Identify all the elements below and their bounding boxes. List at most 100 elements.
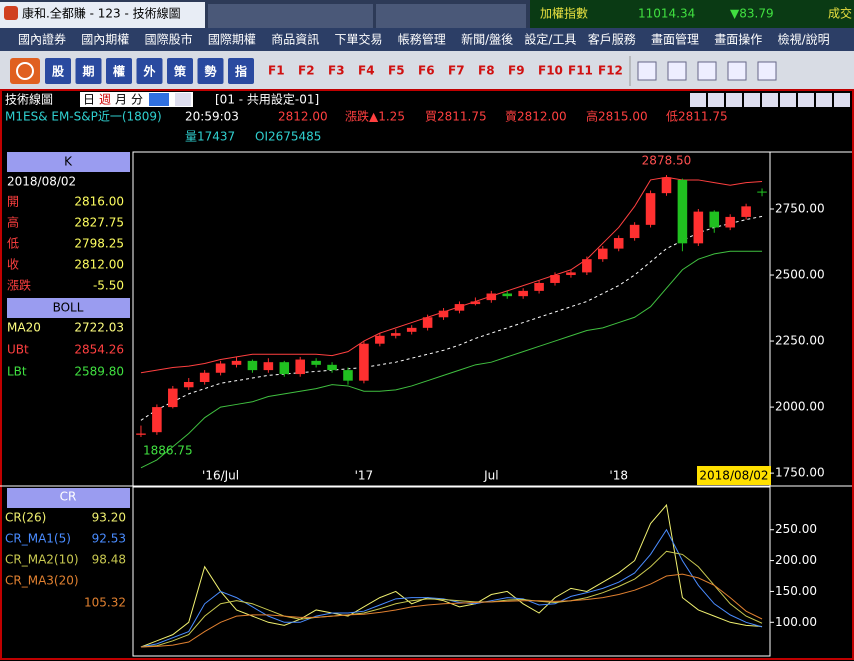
function-key[interactable]: F4 [358, 64, 375, 78]
y-tick-label: 200.00 [775, 553, 817, 567]
candle-body [598, 248, 608, 260]
cr-line [140, 573, 763, 648]
tool-button[interactable] [167, 58, 193, 84]
function-key[interactable]: F7 [448, 64, 465, 78]
quote-symbol: M1ES& EM-S&P近一(1809) [5, 110, 162, 124]
candle-body [741, 206, 751, 217]
x-tick-label: 2018/08/02 [699, 469, 768, 483]
function-key[interactable]: F3 [328, 64, 345, 78]
menu-item[interactable]: 國內期權 [81, 33, 129, 47]
candle-body [550, 275, 560, 283]
candle-body [709, 211, 720, 228]
candle-body [231, 360, 242, 365]
menu-item[interactable]: 國際期權 [208, 33, 256, 47]
tool-button-label: 策 [174, 64, 187, 79]
quote-bid: 買2811.75 [425, 110, 487, 124]
window-border [0, 89, 854, 660]
close-icon[interactable] [667, 61, 687, 81]
print-icon[interactable] [757, 61, 777, 81]
menu-item[interactable]: 設定/工具 [524, 32, 576, 47]
menu-item[interactable]: 客戶服務 [588, 32, 636, 47]
period[interactable]: 日 [83, 93, 95, 107]
function-key[interactable]: F10 [538, 64, 563, 78]
period[interactable]: 分 [131, 93, 143, 107]
active-tab[interactable] [0, 2, 205, 28]
tool-button[interactable] [75, 58, 102, 84]
boll-legend-name: UBt [7, 343, 29, 357]
cr-legend-value: 92.53 [92, 532, 126, 546]
cr-legend-name: CR(26) [5, 511, 46, 525]
button[interactable] [798, 93, 814, 107]
tab[interactable] [208, 4, 373, 28]
dropdown[interactable] [175, 93, 191, 106]
menu-item[interactable]: 商品資訊 [271, 32, 319, 47]
quote-low: 低2811.75 [666, 110, 728, 124]
function-key[interactable]: F9 [508, 64, 525, 78]
y-tick-label: 1750.00 [775, 466, 825, 480]
y-tick-label: 2500.00 [775, 268, 825, 282]
tool-button-label: 指 [235, 64, 247, 79]
y-tick-label: 2250.00 [775, 334, 825, 348]
function-key[interactable]: F1 [268, 64, 285, 78]
button[interactable] [816, 93, 832, 107]
function-key[interactable]: F12 [598, 64, 623, 78]
vertical-icon[interactable] [697, 61, 717, 81]
function-key[interactable]: F5 [388, 64, 405, 78]
k-title: K [64, 155, 73, 169]
zoom-icon[interactable] [637, 61, 657, 81]
function-key[interactable]: F6 [418, 64, 435, 78]
tab[interactable] [376, 4, 526, 28]
menu-item[interactable]: 新聞/盤後 [461, 32, 513, 47]
button[interactable] [726, 93, 742, 107]
horizontal-icon[interactable] [727, 61, 747, 81]
button[interactable] [780, 93, 796, 107]
quote-high: 高2815.00 [586, 109, 648, 124]
button[interactable] [708, 93, 724, 107]
window-title: 康和.全都賺 - 123 - 技術線圖 [22, 6, 181, 21]
button[interactable] [834, 93, 850, 107]
candle-body [661, 177, 672, 194]
button[interactable] [690, 93, 706, 107]
function-key[interactable]: F8 [478, 64, 495, 78]
tool-button[interactable] [228, 58, 254, 84]
candle-body [375, 335, 385, 344]
min-label: 1886.75 [143, 443, 193, 457]
menu-item[interactable]: 國內證券 [18, 32, 66, 47]
candle-body [534, 282, 544, 291]
menu-item[interactable]: 畫面操作 [714, 32, 762, 47]
period[interactable]: 月 [115, 93, 127, 107]
candle-body [645, 193, 656, 225]
menu-item[interactable]: 帳務管理 [398, 32, 446, 47]
candle-body [566, 272, 576, 276]
boll-legend-name: MA20 [7, 321, 41, 335]
cr-legend-name: CR_MA2(10) [5, 553, 79, 567]
function-key[interactable]: F2 [298, 64, 315, 78]
cr-line [140, 550, 763, 648]
k-row-value: 2812.00 [74, 258, 124, 272]
menu-item[interactable]: 檢視/說明 [778, 32, 830, 47]
function-key[interactable]: F11 [568, 64, 593, 78]
tool-button[interactable] [106, 58, 132, 84]
tool-button[interactable] [45, 58, 71, 84]
cr-legend-name: CR_MA1(5) [5, 532, 71, 546]
candle-body [343, 370, 353, 381]
menu-item[interactable]: 畫面管理 [651, 32, 699, 47]
menu-bar [0, 28, 854, 51]
k-row-label: 收 [7, 258, 19, 272]
period[interactable]: 週 [99, 93, 111, 107]
menu-item[interactable]: 國際股市 [145, 32, 193, 47]
tool-button[interactable] [136, 58, 163, 84]
candle-body [470, 301, 481, 305]
chart-label: 技術線圖 [5, 92, 53, 107]
button[interactable] [762, 93, 778, 107]
tool-button[interactable] [197, 58, 224, 84]
menu-item[interactable]: 下單交易 [335, 32, 383, 47]
candle-body [677, 179, 688, 244]
button[interactable] [744, 93, 760, 107]
quote-ask: 賣2812.00 [505, 109, 567, 124]
candle-body [613, 238, 624, 249]
period-input[interactable] [149, 93, 169, 106]
boll-title: BOLL [53, 301, 84, 315]
logo-button[interactable] [10, 58, 40, 84]
